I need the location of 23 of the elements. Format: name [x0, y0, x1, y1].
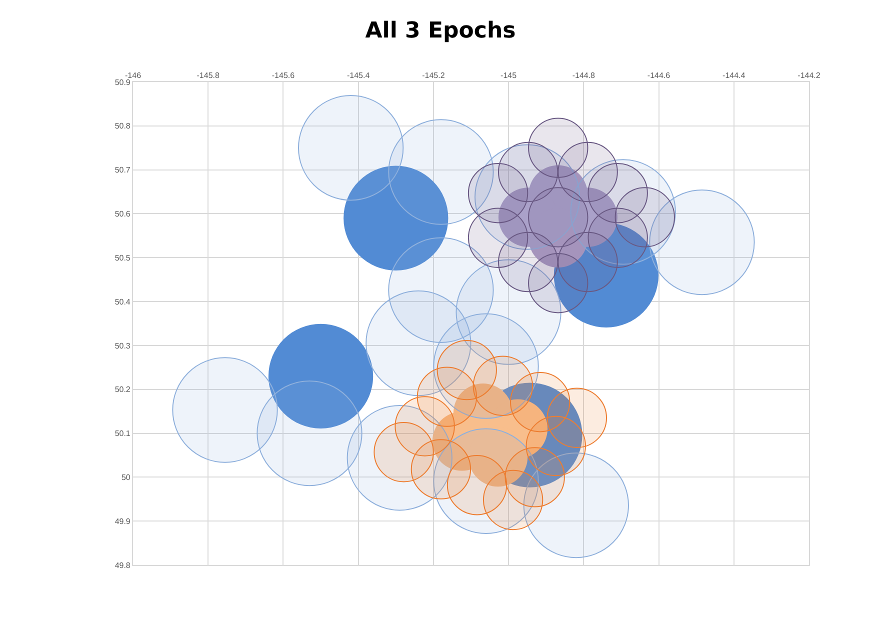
- y-tick-label: 50.5: [114, 253, 131, 262]
- y-tick-label: 49.8: [114, 560, 131, 570]
- y-tick-label: 50.6: [114, 210, 131, 219]
- x-tick-label: -145: [500, 70, 518, 80]
- x-tick-label: -145.2: [422, 70, 446, 80]
- x-tick-label: -146: [124, 70, 142, 80]
- y-tick-label: 49.9: [114, 516, 131, 526]
- y-tick-label: 50.2: [114, 385, 131, 394]
- x-tick-label: -144.4: [722, 70, 746, 80]
- y-tick-label: 50.9: [114, 78, 131, 87]
- x-tick-label: -145.8: [196, 70, 220, 80]
- y-tick-label: 50.7: [114, 166, 131, 175]
- x-tick-label: -145.4: [346, 70, 370, 80]
- x-tick-label: -145.6: [272, 70, 296, 80]
- x-tick-label: -144.6: [647, 70, 671, 80]
- y-tick-label: 50.3: [114, 341, 131, 350]
- x-tick-label: -144.8: [572, 70, 596, 80]
- x-tick-label: -144.2: [798, 70, 821, 80]
- y-tick-label: 50.1: [114, 429, 131, 438]
- y-tick-label: 50: [121, 472, 131, 482]
- y-tick-label: 50.4: [114, 297, 131, 306]
- y-tick-label: 50.8: [114, 122, 131, 131]
- chart-title: All 3 Epochs: [365, 18, 516, 44]
